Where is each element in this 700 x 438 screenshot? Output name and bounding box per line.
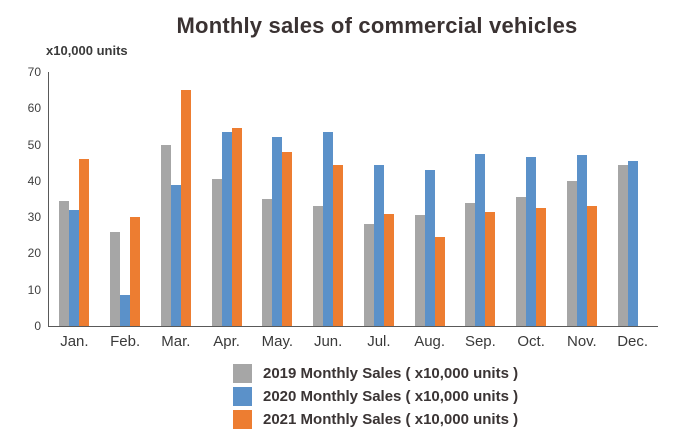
bar-2020-apr xyxy=(221,131,232,326)
y-tick-label: 20 xyxy=(27,246,41,261)
x-tick-label: Aug. xyxy=(414,333,446,350)
legend-item-2021: 2021 Monthly Sales ( x10,000 units ) xyxy=(233,410,518,429)
bar-2021-jul xyxy=(383,213,394,326)
bar-group-apr xyxy=(201,72,252,326)
bar-2020-jul xyxy=(373,164,384,326)
bar-2021-aug xyxy=(434,237,445,326)
bar-2019-oct xyxy=(516,197,527,326)
bar-2019-dec xyxy=(617,164,628,326)
bar-group-jan xyxy=(49,72,100,326)
bar-2019-feb xyxy=(110,231,121,326)
chart-title: Monthly sales of commercial vehicles xyxy=(176,13,578,38)
bar-2021-jun xyxy=(333,164,344,326)
legend-label: 2019 Monthly Sales ( x10,000 units ) xyxy=(263,365,519,382)
x-tick-label: Jan. xyxy=(60,333,89,350)
bar-2019-apr xyxy=(211,179,222,326)
y-tick-label: 0 xyxy=(34,319,41,333)
x-tick-label: May. xyxy=(261,333,294,350)
y-tick-label: 50 xyxy=(27,137,41,152)
x-tick-label: Oct. xyxy=(517,333,545,350)
bar-group-dec xyxy=(607,72,658,326)
y-tick-label: 30 xyxy=(27,210,41,225)
legend-swatch-2019 xyxy=(233,364,252,383)
bar-2020-aug xyxy=(424,169,435,326)
bar-2021-mar xyxy=(180,90,191,326)
legend-label: 2020 Monthly Sales ( x10,000 units ) xyxy=(263,388,519,405)
bar-group-may xyxy=(252,72,303,326)
legend-item-2020: 2020 Monthly Sales ( x10,000 units ) xyxy=(233,387,518,406)
bar-2020-may xyxy=(272,137,283,326)
bar-2021-sep xyxy=(485,211,496,326)
bar-2019-mar xyxy=(160,144,171,326)
legend-item-2019: 2019 Monthly Sales ( x10,000 units ) xyxy=(233,364,518,383)
bar-group-mar xyxy=(151,72,202,326)
legend-label: 2021 Monthly Sales ( x10,000 units ) xyxy=(263,411,519,428)
bar-group-feb xyxy=(100,72,151,326)
x-tick-label: Dec. xyxy=(617,333,649,350)
y-tick-label: 10 xyxy=(27,282,41,297)
bar-group-aug xyxy=(404,72,455,326)
bar-2020-jun xyxy=(323,131,334,326)
bar-group-nov xyxy=(557,72,608,326)
bar-2019-nov xyxy=(566,180,577,326)
bar-group-jul xyxy=(354,72,405,326)
legend-swatch-2021 xyxy=(233,410,252,429)
plot-area: 0 10 20 30 40 50 60 70 Jan. Feb. Mar. Apr. May. Jun.… xyxy=(28,65,658,350)
bar-2020-mar xyxy=(170,184,181,326)
bar-2019-jun xyxy=(313,206,324,326)
y-tick-label: 70 xyxy=(27,65,41,79)
y-tick-label: 60 xyxy=(27,101,41,116)
y-axis-unit-label: x10,000 units xyxy=(46,43,128,58)
bar-group-oct xyxy=(506,72,557,326)
bar-2019-jul xyxy=(363,224,374,326)
bar-2019-jan xyxy=(59,200,70,326)
x-tick-label: Feb. xyxy=(110,333,141,350)
bar-2020-dec xyxy=(627,160,638,326)
bar-group-sep xyxy=(455,72,506,326)
bar-2020-jan xyxy=(69,209,80,326)
bar-2021-apr xyxy=(231,128,242,326)
bar-group-jun xyxy=(303,72,354,326)
bar-2019-aug xyxy=(414,215,425,326)
bar-2020-feb xyxy=(120,295,131,326)
y-tick-label: 40 xyxy=(27,173,41,188)
bar-2021-jan xyxy=(79,159,90,326)
x-tick-label: Apr. xyxy=(213,333,240,350)
bar-2019-may xyxy=(262,199,273,326)
bar-2020-sep xyxy=(475,153,486,326)
x-tick-label: Sep. xyxy=(464,333,496,350)
bar-2021-feb xyxy=(130,217,141,326)
legend-swatch-2020 xyxy=(233,387,252,406)
bar-2021-nov xyxy=(586,206,597,326)
x-tick-label: Jul. xyxy=(367,333,391,350)
bar-2021-oct xyxy=(536,208,547,326)
x-tick-label: Mar. xyxy=(161,333,191,350)
legend: 2019 Monthly Sales ( x10,000 units ) 2020… xyxy=(233,364,518,433)
x-tick-label: Jun. xyxy=(313,333,343,350)
bar-2021-may xyxy=(282,151,293,326)
bar-2019-sep xyxy=(465,202,476,326)
bar-2020-nov xyxy=(576,155,587,326)
bar-2020-oct xyxy=(526,157,537,326)
x-tick-label: Nov. xyxy=(567,333,597,350)
